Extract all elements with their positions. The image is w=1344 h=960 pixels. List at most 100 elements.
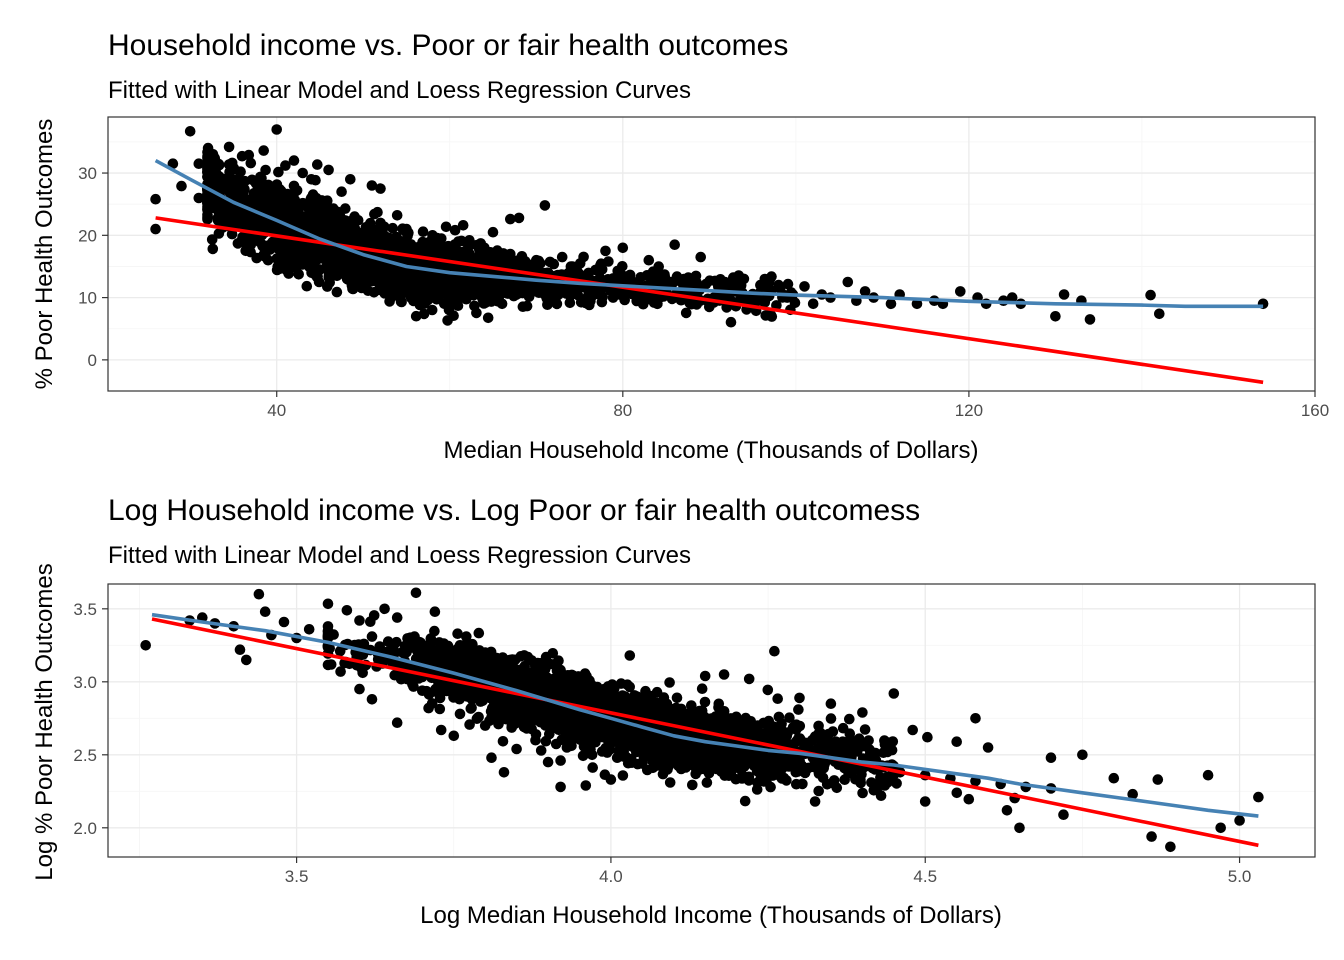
data-point xyxy=(344,264,356,276)
data-point xyxy=(701,777,713,788)
data-point xyxy=(202,196,213,208)
data-point xyxy=(799,281,810,292)
data-point xyxy=(1154,308,1165,320)
data-point xyxy=(485,247,496,258)
data-point xyxy=(303,624,315,635)
data-point xyxy=(548,258,560,270)
data-point xyxy=(807,298,819,310)
data-point xyxy=(875,790,887,801)
data-point xyxy=(842,276,854,288)
data-point xyxy=(857,787,868,799)
data-point xyxy=(313,276,325,288)
data-point xyxy=(844,713,855,725)
data-point xyxy=(322,195,333,206)
data-point xyxy=(676,762,688,774)
data-point xyxy=(791,778,802,790)
x-tick-label: 120 xyxy=(955,401,983,420)
data-point xyxy=(368,610,380,621)
data-point xyxy=(410,587,422,599)
data-point xyxy=(774,282,786,294)
data-point xyxy=(223,141,235,153)
data-point xyxy=(234,644,246,655)
data-point xyxy=(422,272,434,284)
data-point xyxy=(366,694,378,705)
data-point xyxy=(271,253,283,264)
data-point xyxy=(440,221,452,233)
data-point xyxy=(587,762,598,773)
data-point xyxy=(352,215,364,226)
data-point xyxy=(375,183,386,194)
data-point xyxy=(857,707,868,718)
data-point xyxy=(888,688,900,699)
data-point xyxy=(319,219,330,231)
data-point xyxy=(624,269,636,281)
data-point xyxy=(439,281,450,293)
y-tick-label: 20 xyxy=(78,226,97,245)
data-point xyxy=(452,628,463,639)
data-point xyxy=(410,310,422,322)
data-point xyxy=(1152,774,1164,785)
data-point xyxy=(263,193,275,205)
chart-1-y-axis-title: % Poor Health Outcomes xyxy=(31,119,58,390)
data-point xyxy=(521,300,533,312)
data-point xyxy=(529,261,540,273)
data-point xyxy=(417,226,429,237)
data-point xyxy=(473,627,485,639)
data-point xyxy=(540,735,552,747)
data-point xyxy=(696,683,708,694)
data-point xyxy=(664,677,675,688)
data-point xyxy=(345,174,356,185)
data-point xyxy=(343,251,354,262)
data-point xyxy=(322,598,334,610)
data-point xyxy=(922,731,933,743)
data-point xyxy=(281,251,293,263)
data-point xyxy=(292,207,304,219)
data-point xyxy=(583,287,595,299)
data-point xyxy=(241,654,252,666)
data-point xyxy=(378,275,389,286)
data-point xyxy=(280,160,291,171)
data-point xyxy=(657,270,669,281)
data-point xyxy=(970,713,981,724)
data-point xyxy=(140,640,151,651)
y-tick-label: 10 xyxy=(78,289,97,308)
data-point xyxy=(648,297,660,308)
data-point xyxy=(372,206,383,218)
data-point xyxy=(366,631,378,642)
data-point xyxy=(325,659,337,670)
data-point xyxy=(448,310,459,322)
data-point xyxy=(728,762,740,774)
data-point xyxy=(866,777,877,788)
data-point xyxy=(617,242,629,254)
data-point xyxy=(454,292,465,304)
data-point xyxy=(1108,772,1120,784)
data-point xyxy=(535,745,547,756)
data-point xyxy=(542,298,554,309)
data-point xyxy=(596,296,608,308)
data-point xyxy=(305,193,317,205)
data-point xyxy=(762,684,774,696)
data-point xyxy=(253,588,265,600)
data-point xyxy=(150,223,161,235)
data-point xyxy=(907,724,918,736)
data-point xyxy=(435,724,447,736)
data-point xyxy=(635,272,646,283)
data-point xyxy=(684,297,695,309)
data-point xyxy=(454,708,466,720)
data-point xyxy=(1253,791,1264,803)
data-point xyxy=(757,282,768,293)
data-point xyxy=(391,717,403,728)
data-point xyxy=(271,124,283,135)
data-point xyxy=(354,683,365,695)
data-point xyxy=(486,289,498,301)
data-point xyxy=(366,180,378,191)
data-point xyxy=(813,785,824,797)
data-point xyxy=(291,260,303,271)
data-point xyxy=(288,180,300,192)
data-point xyxy=(306,221,317,233)
data-point xyxy=(1234,815,1245,826)
data-point xyxy=(539,200,551,211)
data-point xyxy=(394,275,405,287)
data-point xyxy=(193,192,205,204)
